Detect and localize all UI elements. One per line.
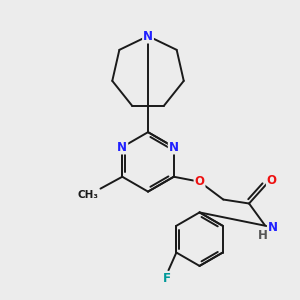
Text: O: O — [194, 175, 205, 188]
Text: N: N — [268, 221, 278, 234]
Text: O: O — [267, 174, 277, 187]
Text: F: F — [163, 272, 170, 285]
Text: H: H — [258, 229, 268, 242]
Text: N: N — [143, 30, 153, 43]
Text: N: N — [169, 140, 179, 154]
Text: N: N — [117, 140, 127, 154]
Text: CH₃: CH₃ — [77, 190, 98, 200]
